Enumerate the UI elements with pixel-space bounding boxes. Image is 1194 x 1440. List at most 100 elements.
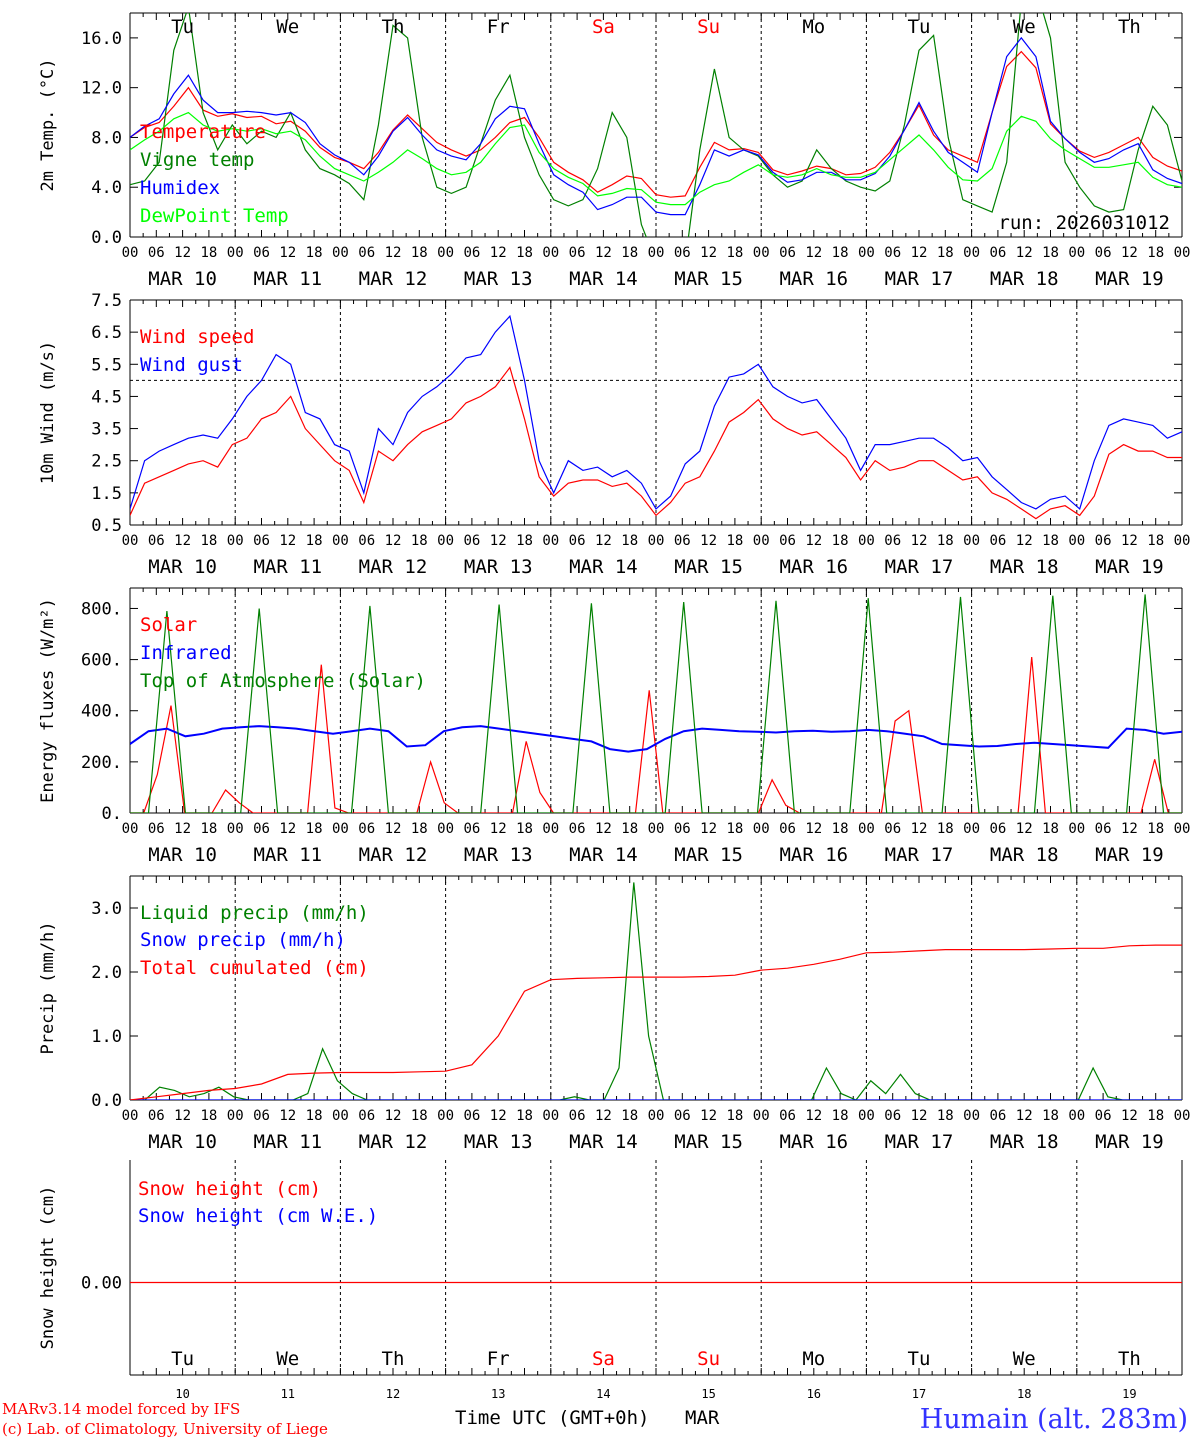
x-hour-label: 06: [1095, 821, 1112, 837]
weekday-label: Su: [697, 1348, 720, 1370]
y-tick-label: 3.0: [91, 899, 122, 919]
x-hour-label: 18: [200, 245, 217, 261]
date-label: MAR 19: [1095, 844, 1164, 866]
x-hour-label: 12: [595, 821, 612, 837]
x-hour-label: 18: [1147, 533, 1164, 549]
run-label: run: 2026031012: [998, 212, 1170, 234]
date-label: MAR 10: [148, 556, 217, 578]
x-hour-label: 00: [963, 245, 980, 261]
date-label: MAR 19: [1095, 556, 1164, 578]
x-hour-label: 18: [516, 1108, 533, 1124]
x-hour-label: 06: [148, 533, 165, 549]
x-hour-label: 06: [148, 821, 165, 837]
day-number: 11: [281, 1387, 295, 1401]
x-hour-label: 12: [911, 1108, 928, 1124]
date-label: MAR 14: [569, 268, 638, 290]
x-hour-label: 06: [779, 533, 796, 549]
series-line-wind-gust: [130, 314, 1182, 510]
y-tick-label: 4.5: [91, 387, 122, 407]
x-hour-label: 12: [385, 1108, 402, 1124]
x-hour-label: 06: [463, 821, 480, 837]
weekday-label: Mo: [802, 16, 825, 38]
legend-entry: Total cumulated (cm): [140, 957, 369, 979]
date-label: MAR 18: [990, 1131, 1059, 1153]
y-tick-label: 800.: [81, 599, 122, 619]
x-hour-label: 18: [937, 1108, 954, 1124]
x-hour-label: 00: [753, 1108, 770, 1124]
x-hour-label: 12: [911, 245, 928, 261]
x-hour-label: 06: [1095, 245, 1112, 261]
date-label: MAR 10: [148, 1131, 217, 1153]
x-hour-label: 06: [358, 533, 375, 549]
date-label: MAR 15: [674, 556, 743, 578]
date-label: MAR 10: [148, 844, 217, 866]
weekday-label: Tu: [171, 16, 194, 38]
x-hour-label: 18: [937, 245, 954, 261]
x-hour-label: 12: [279, 533, 296, 549]
day-number: 18: [1017, 1387, 1031, 1401]
date-label: MAR 12: [359, 1131, 428, 1153]
x-hour-label: 00: [227, 821, 244, 837]
x-hour-label: 06: [148, 245, 165, 261]
weekday-label: Th: [382, 16, 405, 38]
x-hour-label: 12: [490, 533, 507, 549]
x-hour-label: 18: [621, 245, 638, 261]
date-label: MAR 16: [779, 844, 848, 866]
x-hour-label: 18: [516, 533, 533, 549]
weekday-label: We: [276, 1348, 299, 1370]
x-hour-label: 00: [858, 821, 875, 837]
y-tick-label: 12.0: [81, 79, 122, 99]
x-hour-label: 06: [674, 821, 691, 837]
x-hour-label: 18: [621, 821, 638, 837]
date-label: MAR 14: [569, 1131, 638, 1153]
x-hour-label: 18: [411, 1108, 428, 1124]
x-hour-label: 12: [1016, 245, 1033, 261]
x-hour-label: 06: [674, 533, 691, 549]
series-line-wind-speed: [130, 366, 1182, 520]
x-hour-label: 18: [937, 533, 954, 549]
y-tick-label: 0.0: [91, 228, 122, 248]
date-label: MAR 13: [464, 844, 533, 866]
legend-entry: Snow height (cm): [138, 1178, 321, 1200]
date-label: MAR 15: [674, 844, 743, 866]
x-hour-label: 00: [1174, 821, 1191, 837]
weekday-label: Th: [1118, 1348, 1141, 1370]
y-tick-label: 5.5: [91, 355, 122, 375]
legend-entry: DewPoint Temp: [140, 205, 289, 227]
x-hour-label: 12: [805, 1108, 822, 1124]
x-hour-label: 12: [700, 821, 717, 837]
x-hour-label: 18: [411, 245, 428, 261]
date-label: MAR 17: [885, 1131, 954, 1153]
y-tick-label: 7.5: [91, 291, 122, 311]
weekday-label: Fr: [487, 16, 510, 38]
x-hour-label: 06: [989, 1108, 1006, 1124]
weekday-label: Tu: [908, 1348, 931, 1370]
x-hour-label: 18: [516, 245, 533, 261]
legend-entry: Snow height (cm W.E.): [138, 1205, 378, 1227]
x-hour-label: 00: [1174, 245, 1191, 261]
y-tick-label: 0.: [102, 804, 122, 824]
x-hour-label: 18: [306, 1108, 323, 1124]
x-hour-label: 06: [148, 1108, 165, 1124]
x-hour-label: 06: [569, 1108, 586, 1124]
x-hour-label: 12: [805, 821, 822, 837]
x-hour-label: 18: [832, 245, 849, 261]
x-hour-label: 18: [621, 1108, 638, 1124]
x-hour-label: 00: [332, 821, 349, 837]
x-hour-label: 00: [542, 533, 559, 549]
x-hour-label: 00: [648, 1108, 665, 1124]
series-line-humidex: [130, 36, 1182, 216]
x-hour-label: 00: [227, 533, 244, 549]
weekday-label: We: [1013, 16, 1036, 38]
date-label: MAR 18: [990, 556, 1059, 578]
x-hour-label: 06: [569, 821, 586, 837]
weekday-label: Tu: [171, 1348, 194, 1370]
x-hour-label: 00: [1068, 245, 1085, 261]
date-label: MAR 12: [359, 556, 428, 578]
x-hour-label: 06: [779, 1108, 796, 1124]
y-axis-title: 2m Temp. (°C): [38, 58, 58, 191]
x-hour-label: 06: [253, 533, 270, 549]
x-hour-label: 00: [648, 245, 665, 261]
y-tick-label: 2.5: [91, 452, 122, 472]
